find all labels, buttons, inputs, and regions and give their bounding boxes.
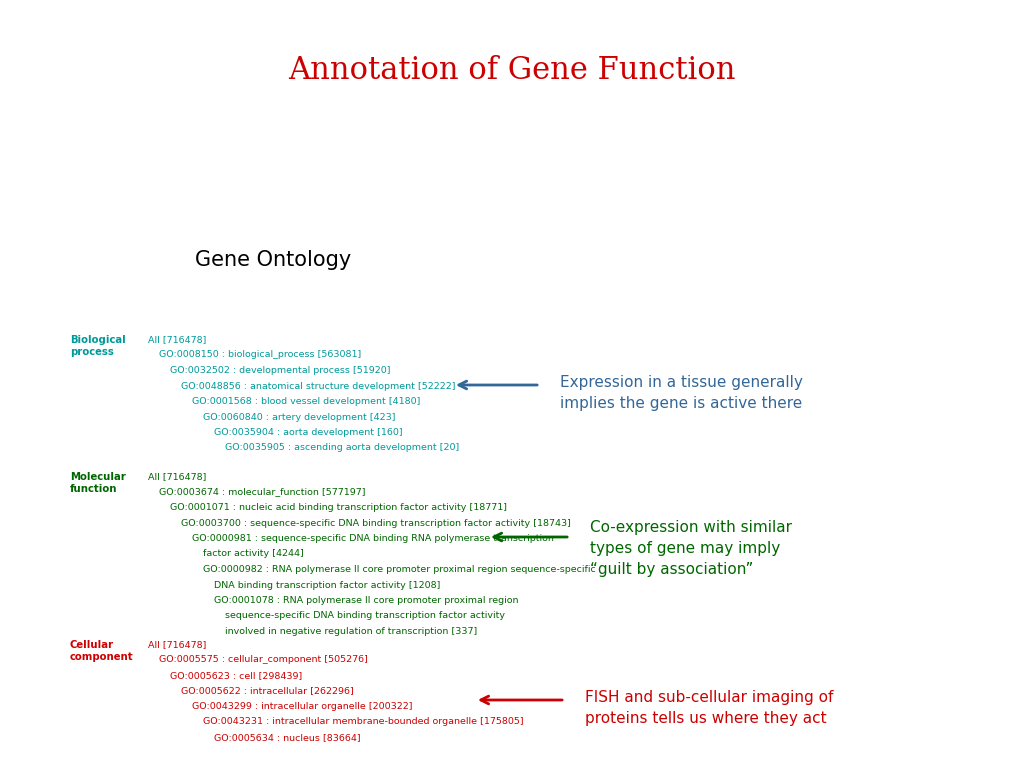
Text: involved in negative regulation of transcription [337]: involved in negative regulation of trans… (225, 627, 477, 636)
Text: Gene Ontology: Gene Ontology (195, 250, 351, 270)
Text: Annotation of Gene Function: Annotation of Gene Function (288, 55, 736, 86)
Text: GO:0060840 : artery development [423]: GO:0060840 : artery development [423] (203, 412, 395, 422)
Text: GO:0008150 : biological_process [563081]: GO:0008150 : biological_process [563081] (159, 350, 361, 359)
Text: DNA binding transcription factor activity [1208]: DNA binding transcription factor activit… (214, 581, 440, 590)
Text: GO:0003700 : sequence-specific DNA binding transcription factor activity [18743]: GO:0003700 : sequence-specific DNA bindi… (181, 518, 570, 528)
Text: GO:0035905 : ascending aorta development [20]: GO:0035905 : ascending aorta development… (225, 443, 459, 452)
Text: GO:0035904 : aorta development [160]: GO:0035904 : aorta development [160] (214, 428, 402, 437)
Text: GO:0005623 : cell [298439]: GO:0005623 : cell [298439] (170, 671, 302, 680)
Text: Molecular
function: Molecular function (70, 472, 126, 494)
Text: GO:0048856 : anatomical structure development [52222]: GO:0048856 : anatomical structure develo… (181, 382, 456, 390)
Text: sequence-specific DNA binding transcription factor activity: sequence-specific DNA binding transcript… (225, 611, 505, 621)
Text: GO:0005622 : intracellular [262296]: GO:0005622 : intracellular [262296] (181, 687, 353, 696)
Text: GO:0005575 : cellular_component [505276]: GO:0005575 : cellular_component [505276] (159, 656, 368, 664)
Text: GO:0001568 : blood vessel development [4180]: GO:0001568 : blood vessel development [4… (193, 397, 421, 406)
Text: All [716478]: All [716478] (148, 640, 207, 649)
Text: GO:0043231 : intracellular membrane-bounded organelle [175805]: GO:0043231 : intracellular membrane-boun… (203, 717, 523, 727)
Text: All [716478]: All [716478] (148, 335, 207, 344)
Text: GO:0000982 : RNA polymerase II core promoter proximal region sequence-specific: GO:0000982 : RNA polymerase II core prom… (203, 565, 596, 574)
Text: GO:0001071 : nucleic acid binding transcription factor activity [18771]: GO:0001071 : nucleic acid binding transc… (170, 503, 507, 512)
Text: GO:0000981 : sequence-specific DNA binding RNA polymerase transcription: GO:0000981 : sequence-specific DNA bindi… (193, 534, 554, 543)
Text: GO:0003674 : molecular_function [577197]: GO:0003674 : molecular_function [577197] (159, 488, 366, 496)
Text: GO:0005634 : nucleus [83664]: GO:0005634 : nucleus [83664] (214, 733, 360, 742)
Text: GO:0043299 : intracellular organelle [200322]: GO:0043299 : intracellular organelle [20… (193, 702, 413, 711)
Text: Cellular
component: Cellular component (70, 640, 133, 661)
Text: Biological
process: Biological process (70, 335, 126, 356)
Text: factor activity [4244]: factor activity [4244] (203, 549, 304, 558)
Text: All [716478]: All [716478] (148, 472, 207, 481)
Text: FISH and sub-cellular imaging of
proteins tells us where they act: FISH and sub-cellular imaging of protein… (585, 690, 834, 726)
Text: Expression in a tissue generally
implies the gene is active there: Expression in a tissue generally implies… (560, 375, 803, 411)
Text: GO:0032502 : developmental process [51920]: GO:0032502 : developmental process [5192… (170, 366, 390, 375)
Text: GO:0001078 : RNA polymerase II core promoter proximal region: GO:0001078 : RNA polymerase II core prom… (214, 596, 518, 605)
Text: Co-expression with similar
types of gene may imply
“guilt by association”: Co-expression with similar types of gene… (590, 520, 792, 577)
